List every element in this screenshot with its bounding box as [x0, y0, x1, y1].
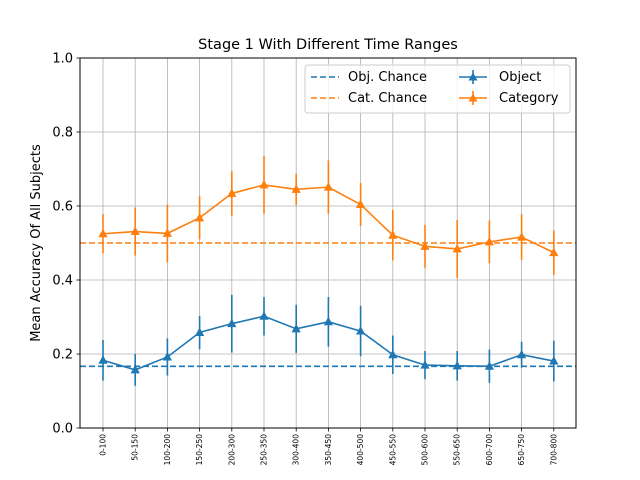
x-tick-label: 200-300 — [227, 434, 236, 466]
legend-box — [304, 64, 571, 114]
object-point — [549, 356, 559, 365]
reference-lines — [80, 242, 576, 368]
x-tick-label: 500-600 — [421, 434, 430, 466]
category-point — [259, 179, 269, 189]
y-axis: 0.0 0.2 0.4 0.6 0.8 1.0 — [52, 52, 80, 437]
x-tick-label: 100-200 — [163, 434, 172, 466]
category-point — [227, 188, 237, 197]
category-point — [356, 199, 366, 209]
object-point — [98, 355, 108, 364]
object-point — [388, 349, 398, 359]
x-tick-label: 600-700 — [485, 434, 494, 466]
y-tick-label: 1.0 — [52, 52, 73, 67]
object-point — [420, 360, 430, 369]
y-axis-label: Mean Accuracy Of All Subjects — [29, 144, 44, 342]
category-series — [98, 156, 559, 278]
category-point — [517, 232, 527, 241]
data-series — [98, 156, 559, 386]
x-tick-label: 350-450 — [324, 434, 333, 466]
category-point — [549, 247, 559, 257]
x-tick-label: 550-650 — [453, 434, 462, 466]
legend-obj-chance-label: Obj. Chance — [348, 70, 427, 85]
object-point — [517, 349, 527, 359]
category-point — [420, 241, 430, 250]
x-axis: 0-100 50-150 100-200 150-250 200-300 250-350 3… — [99, 428, 558, 466]
x-tick-label: 400-500 — [356, 434, 365, 466]
category-point — [195, 212, 205, 222]
object-series — [98, 294, 559, 386]
y-tick-label: 0.4 — [52, 274, 73, 289]
category-point — [130, 226, 140, 236]
y-tick-label: 0.6 — [52, 200, 73, 215]
category-point — [323, 182, 333, 191]
x-tick-label: 700-800 — [549, 434, 558, 466]
category-point — [484, 236, 494, 246]
legend-category-label: Category — [499, 91, 559, 106]
y-tick-label: 0.2 — [52, 348, 73, 363]
object-point — [452, 360, 462, 370]
x-tick-label: 650-750 — [517, 434, 526, 466]
category-point — [388, 230, 398, 239]
chart-title: Stage 1 With Different Time Ranges — [198, 37, 458, 53]
category-point — [162, 228, 172, 237]
object-point — [195, 327, 205, 337]
object-point — [484, 361, 494, 370]
category-point — [452, 243, 462, 253]
category-point — [98, 228, 108, 238]
object-point — [130, 364, 140, 374]
object-point — [227, 318, 237, 328]
x-tick-label: 250-350 — [260, 434, 269, 466]
object-point — [323, 316, 333, 326]
x-tick-label: 450-550 — [388, 434, 397, 466]
legend-object-label: Object — [499, 70, 541, 85]
y-tick-label: 0.0 — [52, 422, 73, 437]
x-tick-label: 150-250 — [195, 434, 204, 466]
legend: Obj. Chance Cat. Chance Object Category — [304, 64, 571, 114]
x-tick-label: 50-150 — [131, 434, 140, 461]
category-point — [291, 184, 301, 193]
legend-object-swatch — [459, 70, 487, 84]
object-point — [291, 323, 301, 333]
legend-cat-chance-label: Cat. Chance — [348, 91, 427, 106]
x-tick-label: 300-400 — [292, 434, 301, 466]
y-tick-label: 0.8 — [52, 126, 73, 141]
object-point — [162, 351, 172, 361]
legend-category-swatch — [459, 91, 487, 105]
x-tick-label: 0-100 — [99, 434, 108, 456]
object-point — [356, 326, 366, 335]
object-point — [259, 311, 269, 320]
